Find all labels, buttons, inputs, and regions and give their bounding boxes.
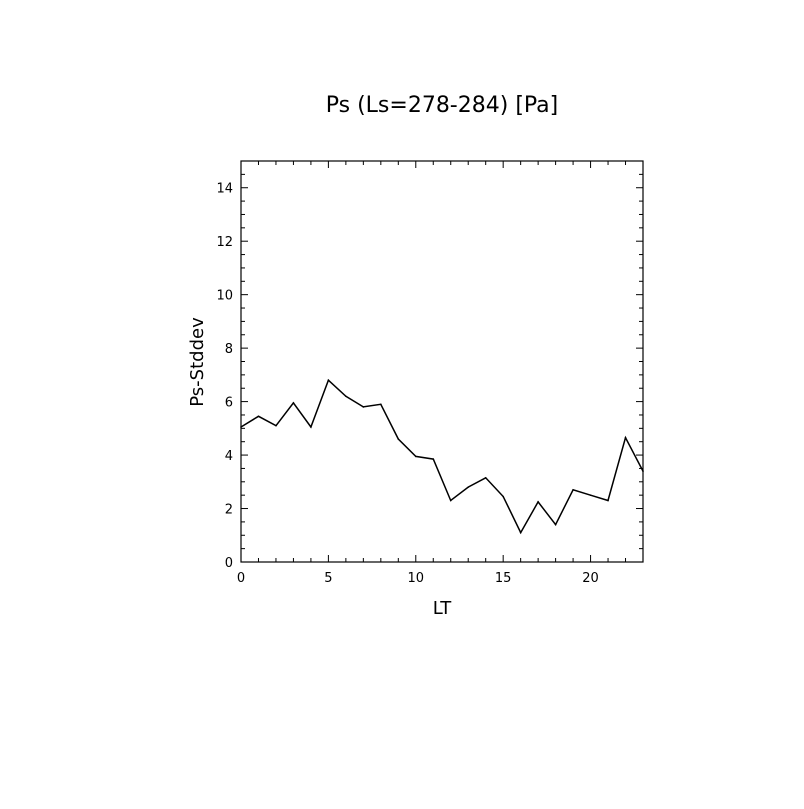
data-point	[414, 455, 417, 458]
data-point	[310, 426, 312, 428]
data-point	[257, 415, 260, 418]
data-point	[362, 406, 365, 408]
data-point	[467, 486, 470, 488]
y-axis-title: Ps-Stddev	[187, 317, 208, 407]
series-layer	[240, 378, 644, 535]
data-point	[380, 403, 382, 406]
data-point	[449, 499, 452, 502]
series-line	[240, 378, 644, 535]
data-point	[275, 424, 277, 427]
data-point	[484, 476, 487, 479]
tick-labels-layer: 0 5 10 15 20 0 2 4 6 8 10 12 14	[216, 182, 598, 586]
x-tick-label: 20	[582, 571, 599, 586]
x-tick-label: 15	[495, 571, 512, 586]
ticks-layer	[240, 160, 644, 563]
data-point	[537, 501, 539, 503]
y-tick-label: 10	[216, 289, 233, 304]
plot-frame	[240, 160, 644, 563]
data-point	[292, 402, 295, 404]
y-tick-label: 2	[225, 503, 233, 518]
y-tick-label: 0	[225, 556, 233, 571]
data-point	[397, 438, 400, 440]
y-tick-label: 14	[216, 182, 233, 197]
data-point	[607, 499, 609, 502]
y-tick-label: 6	[225, 396, 233, 411]
data-point	[554, 523, 557, 526]
y-tick-label: 8	[225, 342, 233, 357]
data-point	[572, 489, 574, 491]
y-tick-label: 4	[225, 449, 233, 464]
x-tick-label: 0	[237, 571, 245, 586]
data-point	[345, 395, 347, 398]
x-tick-label: 5	[324, 571, 332, 586]
y-tick-label: 12	[216, 235, 233, 250]
data-point	[519, 531, 522, 534]
chart-title: Ps (Ls=278-284) [Pa]	[326, 93, 559, 118]
data-point	[432, 458, 435, 460]
data-point	[624, 436, 627, 439]
data-point	[589, 494, 592, 496]
data-point	[240, 426, 242, 428]
data-point	[642, 470, 644, 472]
x-tick-label: 10	[408, 571, 425, 586]
x-axis-title: LT	[433, 598, 453, 619]
data-point	[327, 379, 330, 382]
data-point	[502, 495, 504, 498]
